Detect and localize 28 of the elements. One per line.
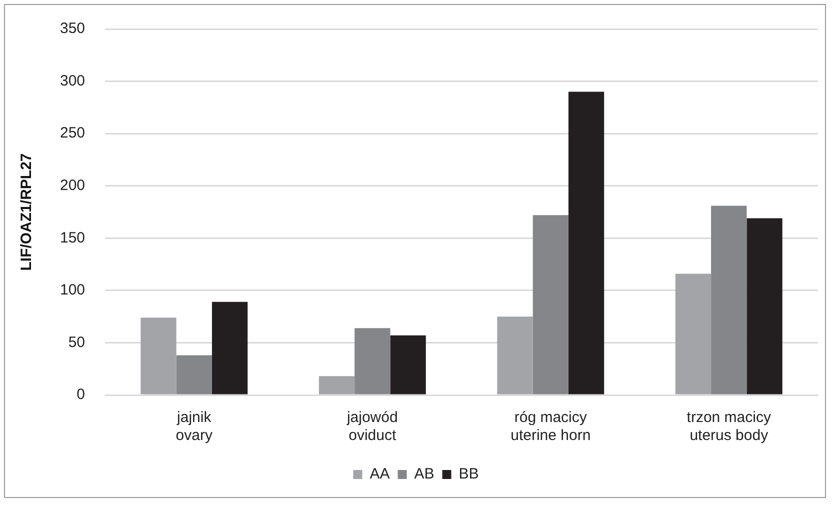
y-tick-label: 200: [60, 177, 86, 194]
y-tick-label: 300: [60, 72, 86, 90]
bar: [568, 92, 604, 394]
y-tick-label: 0: [76, 386, 86, 404]
bar: [176, 355, 212, 394]
bar: [746, 218, 782, 394]
y-tick-label: 100: [60, 282, 86, 299]
legend-label: BB: [458, 466, 479, 483]
bar: [140, 318, 176, 394]
legend-label: AB: [414, 466, 434, 483]
bar: [675, 274, 712, 394]
y-tick-label: 250: [60, 124, 86, 142]
bar: [390, 335, 426, 394]
bar: [212, 302, 248, 394]
legend-label: AA: [370, 466, 390, 483]
y-tick-label: 150: [60, 229, 86, 246]
y-tick-label: 350: [60, 20, 86, 38]
bar: [497, 316, 533, 394]
bar: [532, 215, 568, 394]
x-tick-label: trzon macicy uterus body: [686, 409, 772, 444]
x-tick-label: jajnik ovary: [176, 409, 213, 444]
y-tick-label: 50: [68, 334, 86, 351]
bar: [318, 376, 355, 394]
x-tick-label: róg macicy uterine horn: [510, 409, 591, 444]
x-tick-label: jajowód oviduct: [346, 409, 398, 444]
bar: [354, 328, 390, 394]
y-axis-title: LIF/OAZ1/RPL27: [18, 153, 36, 271]
bar: [711, 206, 747, 394]
